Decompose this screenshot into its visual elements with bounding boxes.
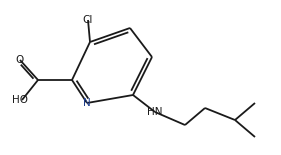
Text: N: N — [83, 98, 91, 108]
Text: O: O — [15, 55, 23, 65]
Text: Cl: Cl — [83, 15, 93, 25]
Text: HO: HO — [12, 95, 28, 105]
Text: HN: HN — [147, 107, 163, 117]
